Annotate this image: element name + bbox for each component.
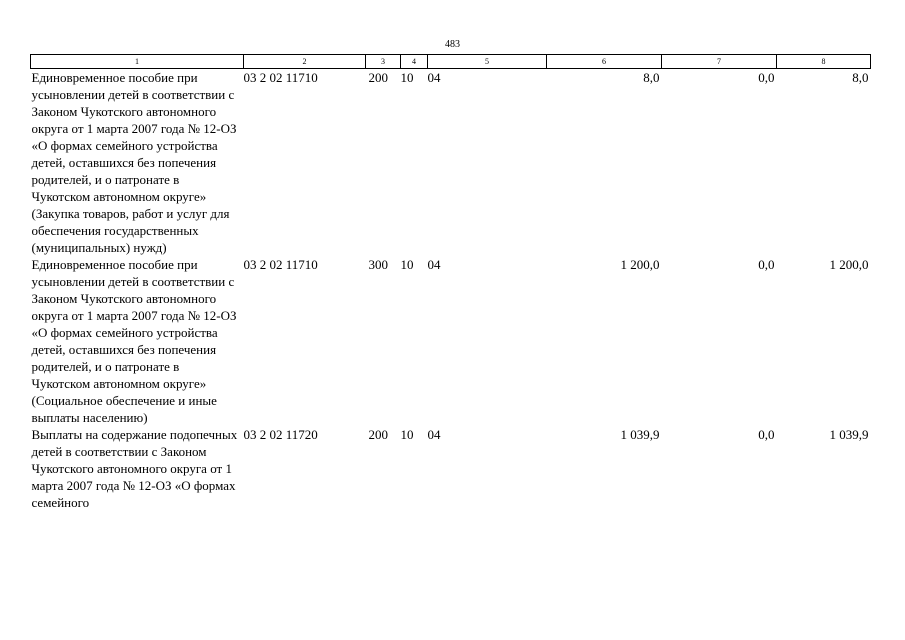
column-header-6: 6: [546, 54, 662, 69]
column-header-2: 2: [243, 54, 366, 69]
header-row: 1 2 3 4 5 6 7 8: [30, 54, 871, 69]
row-section: 10: [400, 257, 414, 272]
column-header-1: 1: [30, 54, 244, 69]
row-target-code: 03 2 02 11710: [243, 257, 318, 272]
page-number: 483: [445, 39, 460, 50]
column-header-3: 3: [365, 54, 401, 69]
budget-table: 1 2 3 4 5 6 7 8 Единовременное пособие п…: [30, 54, 871, 511]
row-name: Единовременное пособие при усыновлении д…: [31, 70, 237, 255]
column-header-7: 7: [661, 54, 777, 69]
row-amount-6: 1 039,9: [620, 427, 660, 442]
table-row: Единовременное пособие при усыновлении д…: [31, 69, 871, 257]
row-name: Выплаты на содержание подопечных детей в…: [31, 427, 238, 510]
row-subsection: 04: [427, 257, 441, 272]
row-name: Единовременное пособие при усыновлении д…: [31, 257, 237, 425]
row-expense-type: 200: [368, 70, 389, 85]
row-subsection: 04: [427, 70, 441, 85]
row-target-code: 03 2 02 11720: [243, 427, 318, 442]
row-expense-type: 200: [368, 427, 389, 442]
row-target-code: 03 2 02 11710: [243, 70, 318, 85]
table-row: Единовременное пособие при усыновлении д…: [31, 256, 871, 426]
row-amount-8: 8,0: [852, 70, 869, 85]
row-subsection: 04: [427, 427, 441, 442]
column-header-8: 8: [776, 54, 871, 69]
row-expense-type: 300: [368, 257, 389, 272]
row-amount-7: 0,0: [758, 427, 775, 442]
table-row: Выплаты на содержание подопечных детей в…: [31, 426, 871, 511]
row-amount-8: 1 200,0: [829, 257, 869, 272]
row-amount-7: 0,0: [758, 70, 775, 85]
row-section: 10: [400, 427, 414, 442]
row-amount-7: 0,0: [758, 257, 775, 272]
column-header-4: 4: [400, 54, 428, 69]
row-amount-8: 1 039,9: [829, 427, 869, 442]
row-amount-6: 1 200,0: [620, 257, 660, 272]
column-header-5: 5: [427, 54, 547, 69]
row-section: 10: [400, 70, 414, 85]
row-amount-6: 8,0: [643, 70, 660, 85]
